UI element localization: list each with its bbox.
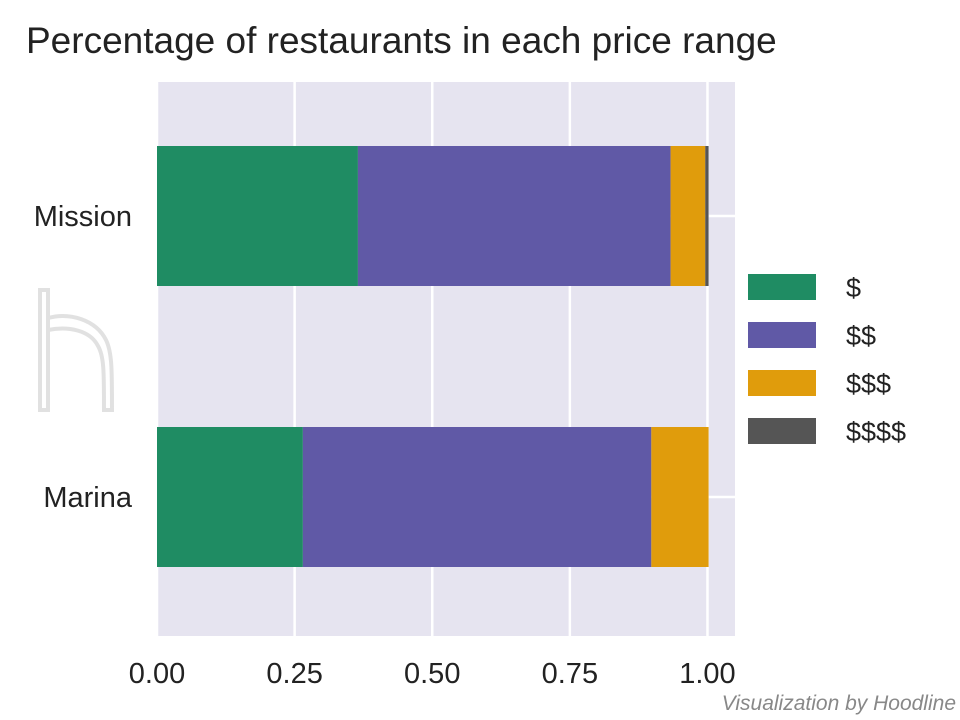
legend-swatch-3 <box>748 418 816 444</box>
bar-marina-series-1 <box>302 427 652 567</box>
x-tick-label-0: 0.00 <box>129 658 185 690</box>
bar-mission-series-1 <box>357 146 671 286</box>
logo-h-shape <box>38 288 115 412</box>
legend-label-0: $ <box>846 273 861 303</box>
legend-label-1: $$ <box>846 321 876 351</box>
category-label-mission: Mission <box>34 201 132 233</box>
bar-marina-series-0 <box>157 427 303 567</box>
x-tick-label-3: 0.75 <box>542 658 598 690</box>
credit-text: Visualization by Hoodline <box>721 692 956 715</box>
category-label-marina: Marina <box>43 482 133 514</box>
legend-label-3: $$$$ <box>846 417 906 447</box>
chart-title: Percentage of restaurants in each price … <box>26 20 777 61</box>
legend: $$$$$$$$$$ <box>748 273 906 447</box>
bar-mission-series-2 <box>670 146 706 286</box>
x-tick-label-1: 0.25 <box>266 658 322 690</box>
y-axis-categories: Mission Marina <box>34 201 133 514</box>
x-axis-ticks: 0.00 0.25 0.50 0.75 1.00 <box>129 658 736 690</box>
bar-mission-series-0 <box>157 146 358 286</box>
x-tick-label-2: 0.50 <box>404 658 460 690</box>
bar-marina-series-2 <box>651 427 709 567</box>
bars <box>157 146 709 567</box>
legend-swatch-0 <box>748 274 816 300</box>
bar-mission-series-3 <box>705 146 709 286</box>
legend-swatch-1 <box>748 322 816 348</box>
x-tick-label-4: 1.00 <box>679 658 735 690</box>
legend-label-2: $$$ <box>846 369 891 399</box>
legend-swatch-2 <box>748 370 816 396</box>
hoodline-logo-watermark <box>38 288 115 412</box>
